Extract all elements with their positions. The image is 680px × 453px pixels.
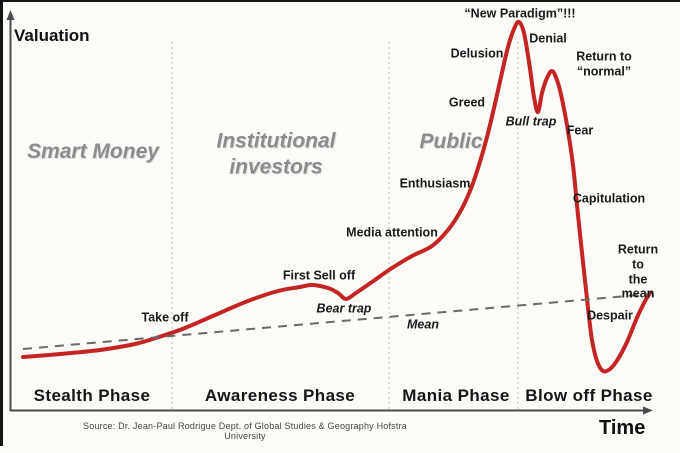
x-axis-arrowhead-icon (643, 406, 653, 415)
phase-awareness: Awareness Phase (204, 386, 356, 405)
anno-new-paradigm: “New Paradigm”!!! (464, 6, 576, 21)
phase-blow-off: Blow off Phase (525, 386, 653, 405)
zone-smart-money: Smart Money (27, 140, 159, 164)
x-axis-label: Time (599, 417, 646, 439)
phase-mania: Mania Phase (402, 386, 510, 405)
anno-enthusiasm: Enthusiasm (399, 176, 471, 191)
anno-despair: Despair (587, 308, 633, 323)
zone-public: Public (419, 130, 483, 154)
anno-fear: Fear (566, 123, 594, 138)
anno-media-attention: Media attention (346, 225, 438, 240)
y-axis-arrowhead-icon (6, 10, 15, 20)
top-border (0, 0, 680, 2)
phase-stealth: Stealth Phase (33, 386, 151, 405)
anno-take-off: Take off (141, 310, 189, 325)
mean-line (22, 293, 651, 350)
source-credit: Source: Dr. Jean-Paul Rodrigue Dept. of … (83, 421, 407, 441)
anno-greed: Greed (448, 95, 486, 110)
valuation-curve (21, 19, 652, 374)
y-axis-label: Valuation (14, 26, 90, 45)
anno-denial: Denial (529, 31, 567, 46)
anno-capitulation: Capitulation (572, 191, 646, 206)
anno-mean: Mean (407, 317, 439, 332)
anno-first-sell-off: First Sell off (282, 268, 356, 283)
zone-institutional-investors: Institutional investors (216, 129, 336, 178)
anno-delusion: Delusion (450, 46, 504, 61)
anno-bear-trap: Bear trap (316, 301, 372, 316)
anno-return-to-normal: Return to “normal” (576, 49, 632, 78)
left-border (0, 0, 3, 446)
anno-return-to-the-mean: Return to the mean (617, 242, 659, 301)
anno-bull-trap: Bull trap (505, 114, 557, 129)
